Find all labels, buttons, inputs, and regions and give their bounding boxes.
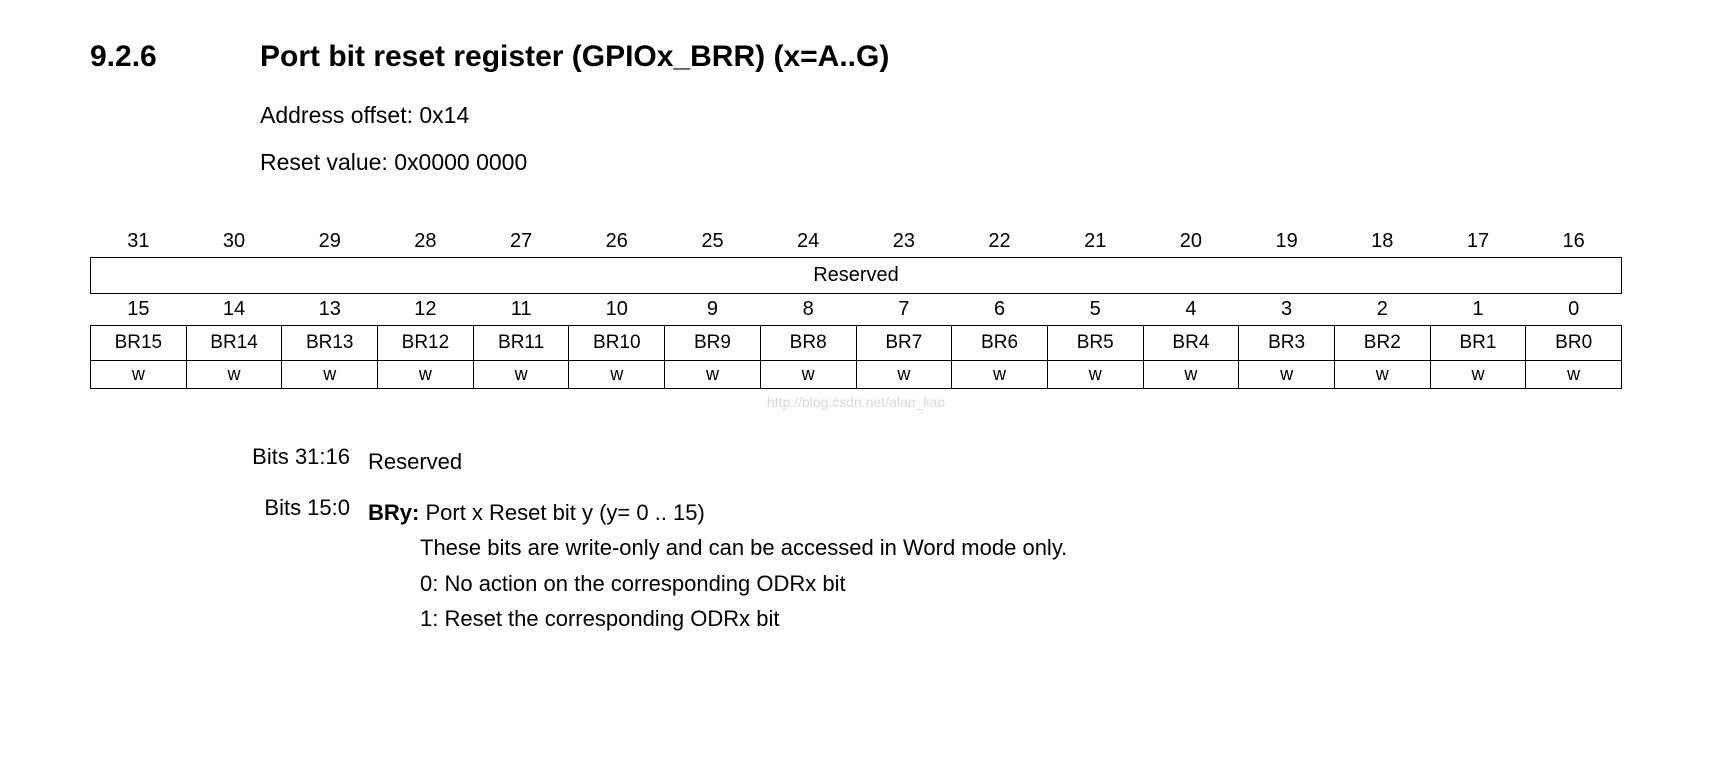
bit-num: 3: [1239, 294, 1335, 326]
bit-num: 5: [1047, 294, 1143, 326]
address-offset: Address offset: 0x14: [260, 102, 1622, 129]
access-cell: w: [1430, 361, 1526, 389]
field-cell: BR1: [1430, 326, 1526, 361]
desc-label: Bits 31:16: [210, 444, 368, 479]
desc-line: 0: No action on the corresponding ODRx b…: [420, 566, 1622, 601]
access-cell: w: [569, 361, 665, 389]
field-cell: BR6: [952, 326, 1048, 361]
desc-line: 1: Reset the corresponding ODRx bit: [420, 601, 1622, 636]
access-cell: w: [378, 361, 474, 389]
field-cell: BR15: [91, 326, 187, 361]
bit-num: 20: [1143, 226, 1239, 258]
field-cell: BR8: [760, 326, 856, 361]
field-cell: BR0: [1526, 326, 1622, 361]
access-cell: w: [282, 361, 378, 389]
bit-num: 11: [473, 294, 569, 326]
bit-num: 2: [1334, 294, 1430, 326]
field-cell: BR7: [856, 326, 952, 361]
field-cell: BR9: [665, 326, 761, 361]
section-title: Port bit reset register (GPIOx_BRR) (x=A…: [260, 40, 889, 74]
field-cell: BR2: [1334, 326, 1430, 361]
bit-num: 23: [856, 226, 952, 258]
desc-line: These bits are write-only and can be acc…: [420, 530, 1622, 565]
desc-body: Reserved: [368, 444, 1622, 479]
bit-num: 25: [665, 226, 761, 258]
field-cell: BR14: [186, 326, 282, 361]
bit-num: 0: [1526, 294, 1622, 326]
field-cell: BR11: [473, 326, 569, 361]
bit-num: 9: [665, 294, 761, 326]
bit-number-row-high: 31 30 29 28 27 26 25 24 23 22 21 20 19 1…: [91, 226, 1622, 258]
bit-num: 1: [1430, 294, 1526, 326]
register-table: 31 30 29 28 27 26 25 24 23 22 21 20 19 1…: [90, 226, 1622, 389]
access-cell: w: [91, 361, 187, 389]
bit-number-row-low: 15 14 13 12 11 10 9 8 7 6 5 4 3 2 1 0: [91, 294, 1622, 326]
bit-num: 19: [1239, 226, 1335, 258]
bit-num: 16: [1526, 226, 1622, 258]
field-row: BR15 BR14 BR13 BR12 BR11 BR10 BR9 BR8 BR…: [91, 326, 1622, 361]
reserved-cell: Reserved: [91, 258, 1622, 294]
reset-value: Reset value: 0x0000 0000: [260, 149, 1622, 176]
bit-num: 30: [186, 226, 282, 258]
desc-text: Port x Reset bit y (y= 0 .. 15): [419, 500, 705, 525]
access-cell: w: [856, 361, 952, 389]
access-cell: w: [665, 361, 761, 389]
desc-bold: BRy:: [368, 500, 419, 525]
section-heading: 9.2.6 Port bit reset register (GPIOx_BRR…: [90, 40, 1622, 74]
field-cell: BR10: [569, 326, 665, 361]
bit-num: 27: [473, 226, 569, 258]
desc-first-line: BRy: Port x Reset bit y (y= 0 .. 15): [368, 495, 1622, 530]
register-table-container: 31 30 29 28 27 26 25 24 23 22 21 20 19 1…: [90, 226, 1622, 389]
desc-row-bry: Bits 15:0 BRy: Port x Reset bit y (y= 0 …: [210, 495, 1622, 636]
bit-num: 21: [1047, 226, 1143, 258]
bit-num: 26: [569, 226, 665, 258]
description-block: Bits 31:16 Reserved Bits 15:0 BRy: Port …: [210, 444, 1622, 636]
bit-num: 24: [760, 226, 856, 258]
access-cell: w: [1143, 361, 1239, 389]
access-cell: w: [186, 361, 282, 389]
access-cell: w: [760, 361, 856, 389]
access-cell: w: [1047, 361, 1143, 389]
field-cell: BR5: [1047, 326, 1143, 361]
bit-num: 13: [282, 294, 378, 326]
bit-num: 29: [282, 226, 378, 258]
section-number: 9.2.6: [90, 40, 260, 74]
field-cell: BR12: [378, 326, 474, 361]
reserved-row: Reserved: [91, 258, 1622, 294]
bit-num: 31: [91, 226, 187, 258]
bit-num: 10: [569, 294, 665, 326]
field-cell: BR13: [282, 326, 378, 361]
access-cell: w: [1239, 361, 1335, 389]
bit-num: 6: [952, 294, 1048, 326]
bit-num: 28: [378, 226, 474, 258]
bit-num: 4: [1143, 294, 1239, 326]
watermark: http://blog.csdn.net/alan_liao: [767, 394, 945, 410]
access-row: w w w w w w w w w w w w w w w w: [91, 361, 1622, 389]
field-cell: BR3: [1239, 326, 1335, 361]
field-cell: BR4: [1143, 326, 1239, 361]
access-cell: w: [1334, 361, 1430, 389]
meta-block: Address offset: 0x14 Reset value: 0x0000…: [260, 102, 1622, 176]
access-cell: w: [1526, 361, 1622, 389]
bit-num: 14: [186, 294, 282, 326]
desc-label: Bits 15:0: [210, 495, 368, 636]
bit-num: 12: [378, 294, 474, 326]
bit-num: 17: [1430, 226, 1526, 258]
bit-num: 7: [856, 294, 952, 326]
access-cell: w: [473, 361, 569, 389]
bit-num: 18: [1334, 226, 1430, 258]
desc-row-reserved: Bits 31:16 Reserved: [210, 444, 1622, 479]
bit-num: 22: [952, 226, 1048, 258]
access-cell: w: [952, 361, 1048, 389]
bit-num: 15: [91, 294, 187, 326]
bit-num: 8: [760, 294, 856, 326]
desc-body: BRy: Port x Reset bit y (y= 0 .. 15) The…: [368, 495, 1622, 636]
